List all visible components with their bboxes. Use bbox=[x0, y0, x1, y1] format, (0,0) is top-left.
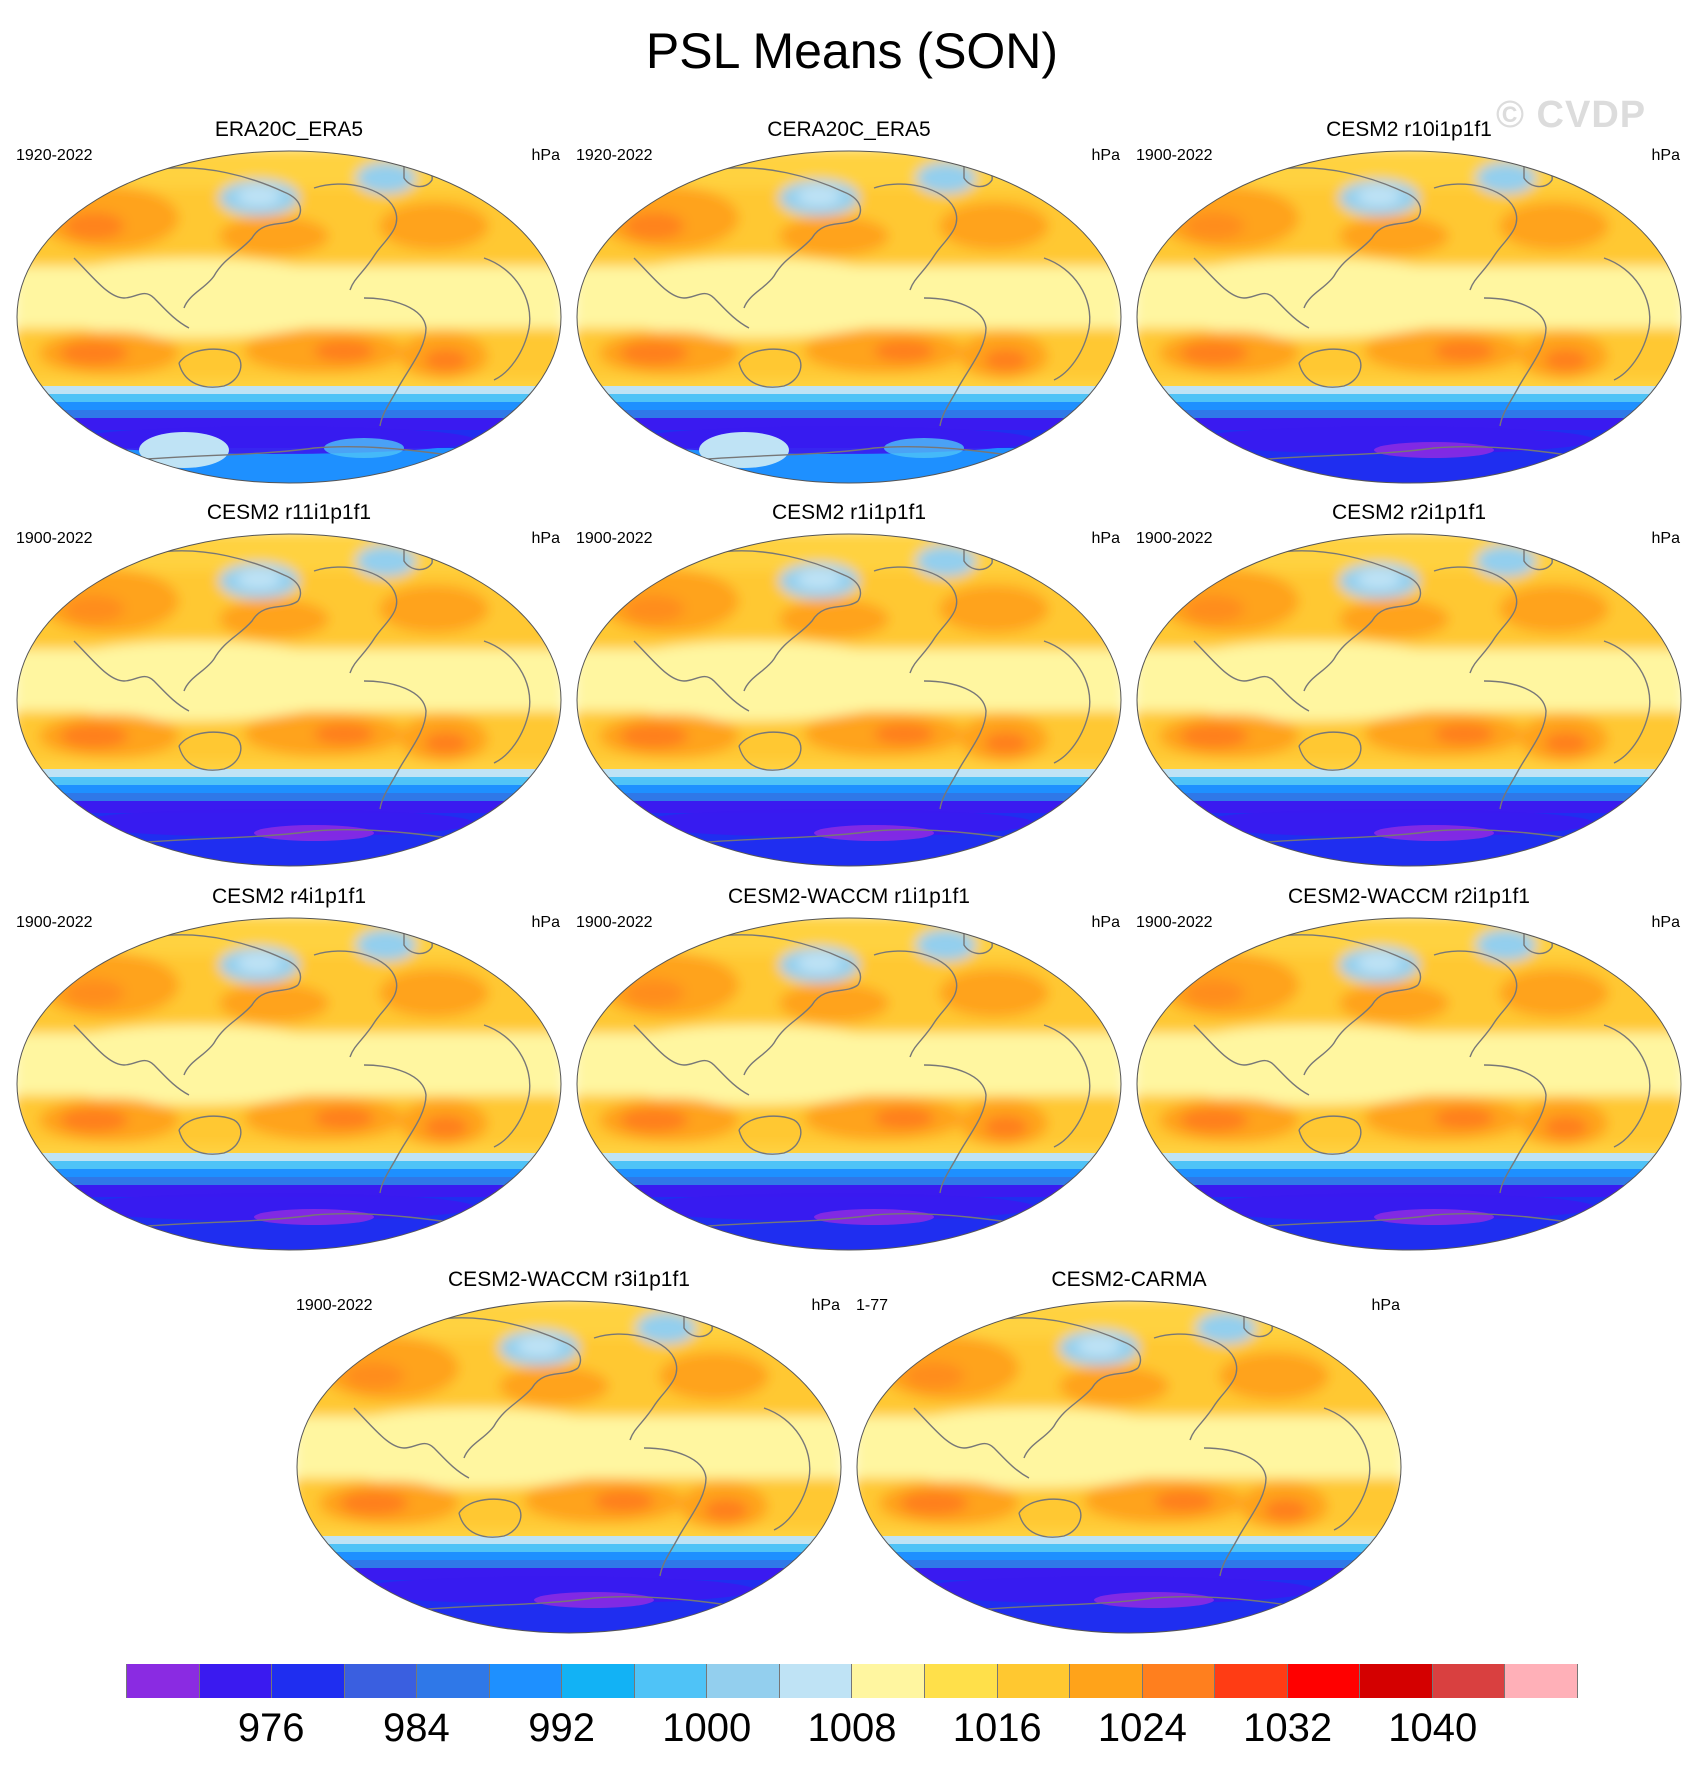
panel-title: CESM2 r2i1p1f1 bbox=[1331, 501, 1487, 524]
colorbar-tick-label: 1008 bbox=[807, 1706, 897, 1750]
psl-map bbox=[1136, 150, 1682, 484]
colorbar-swatch bbox=[779, 1664, 853, 1698]
panel-units: hPa bbox=[531, 914, 560, 931]
panel-period: 1900-2022 bbox=[1136, 530, 1213, 547]
panel-title: CESM2-WACCM r3i1p1f1 bbox=[448, 1268, 690, 1291]
panel-units: hPa bbox=[1651, 914, 1680, 931]
panel-units: hPa bbox=[1091, 147, 1120, 164]
panel-period: 1-77 bbox=[856, 1297, 889, 1314]
psl-map bbox=[1136, 917, 1682, 1251]
map-panel: CERA20C_ERA5 1920-2022 hPa bbox=[574, 118, 1124, 490]
psl-map bbox=[1136, 533, 1682, 867]
colorbar-swatch bbox=[1287, 1664, 1361, 1698]
colorbar-swatch bbox=[925, 1664, 998, 1698]
colorbar-swatch bbox=[126, 1664, 200, 1698]
psl-map bbox=[296, 1300, 842, 1634]
panel-units: hPa bbox=[1371, 1297, 1400, 1314]
panel-units: hPa bbox=[1651, 530, 1680, 547]
colorbar-swatch bbox=[417, 1664, 490, 1698]
panel-units: hPa bbox=[1091, 530, 1120, 547]
colorbar-tick-label: 992 bbox=[528, 1706, 595, 1750]
panel-units: hPa bbox=[1091, 914, 1120, 931]
colorbar-swatch bbox=[634, 1664, 708, 1698]
colorbar-swatch bbox=[1070, 1664, 1143, 1698]
panel-title: CESM2 r10i1p1f1 bbox=[1326, 118, 1492, 141]
map-panel: CESM2 r11i1p1f1 1900-2022 hPa bbox=[14, 501, 564, 873]
colorbar-swatch bbox=[1505, 1664, 1578, 1698]
colorbar-swatch bbox=[997, 1664, 1071, 1698]
colorbar-tick-label: 1032 bbox=[1243, 1706, 1333, 1750]
psl-map bbox=[16, 917, 562, 1251]
panel-units: hPa bbox=[531, 530, 560, 547]
colorbar-swatch bbox=[199, 1664, 273, 1698]
map-panel: ERA20C_ERA5 1920-2022 hPa bbox=[14, 118, 564, 490]
panel-units: hPa bbox=[811, 1297, 840, 1314]
colorbar-swatch bbox=[707, 1664, 780, 1698]
colorbar-swatch bbox=[489, 1664, 563, 1698]
map-panel: CESM2 r4i1p1f1 1900-2022 hPa bbox=[14, 885, 564, 1257]
map-panel: CESM2 r10i1p1f1 1900-2022 hPa bbox=[1134, 118, 1684, 490]
colorbar-tick-label: 976 bbox=[237, 1706, 305, 1750]
colorbar-swatch bbox=[344, 1664, 418, 1698]
colorbar-labels: 976 984 992 1000 1008 1016 1024 1032 1040 bbox=[126, 1706, 1578, 1756]
colorbar-tick-label: 984 bbox=[383, 1706, 450, 1750]
map-panel: CESM2-WACCM r3i1p1f1 1900-2022 hPa bbox=[294, 1268, 844, 1640]
colorbar-tick-label: 1040 bbox=[1388, 1706, 1478, 1750]
map-panel: CESM2-WACCM r1i1p1f1 1900-2022 hPa bbox=[574, 885, 1124, 1257]
colorbar-tick-label: 1000 bbox=[662, 1706, 752, 1750]
colorbar-swatch bbox=[1360, 1664, 1433, 1698]
panel-period: 1900-2022 bbox=[296, 1297, 373, 1314]
psl-map bbox=[16, 533, 562, 867]
panel-period: 1900-2022 bbox=[576, 530, 653, 547]
panel-period: 1920-2022 bbox=[16, 147, 93, 164]
panel-units: hPa bbox=[1651, 147, 1680, 164]
map-panel: CESM2-WACCM r2i1p1f1 1900-2022 hPa bbox=[1134, 885, 1684, 1257]
panel-title: CERA20C_ERA5 bbox=[767, 118, 931, 141]
colorbar-swatch bbox=[852, 1664, 926, 1698]
psl-map bbox=[576, 917, 1122, 1251]
panel-title: CESM2-WACCM r2i1p1f1 bbox=[1288, 885, 1530, 908]
panel-title: CESM2 r4i1p1f1 bbox=[211, 885, 367, 908]
panel-period: 1900-2022 bbox=[16, 914, 93, 931]
panel-period: 1920-2022 bbox=[576, 147, 653, 164]
panel-title: CESM2 r1i1p1f1 bbox=[771, 501, 927, 524]
cvdp-watermark: © CVDP bbox=[1496, 94, 1647, 136]
panel-period: 1900-2022 bbox=[1136, 147, 1213, 164]
colorbar-swatch bbox=[1142, 1664, 1216, 1698]
colorbar bbox=[126, 1664, 1578, 1698]
map-panel: CESM2 r2i1p1f1 1900-2022 hPa bbox=[1134, 501, 1684, 873]
panel-units: hPa bbox=[531, 147, 560, 164]
colorbar-tick-label: 1016 bbox=[952, 1706, 1042, 1750]
colorbar-swatch bbox=[562, 1664, 635, 1698]
psl-map bbox=[576, 533, 1122, 867]
colorbar-swatch bbox=[1432, 1664, 1506, 1698]
figure-title: PSL Means (SON) bbox=[645, 23, 1059, 79]
colorbar-swatch bbox=[272, 1664, 345, 1698]
colorbar-swatch bbox=[1215, 1664, 1288, 1698]
psl-map bbox=[856, 1300, 1402, 1634]
panel-period: 1900-2022 bbox=[1136, 914, 1213, 931]
panel-title: CESM2-CARMA bbox=[1051, 1268, 1207, 1291]
colorbar-tick-label: 1024 bbox=[1097, 1706, 1187, 1750]
psl-map bbox=[16, 150, 562, 484]
map-panel: CESM2-CARMA 1-77 hPa bbox=[854, 1268, 1404, 1640]
panel-period: 1900-2022 bbox=[576, 914, 653, 931]
panel-period: 1900-2022 bbox=[16, 530, 93, 547]
panel-title: ERA20C_ERA5 bbox=[214, 118, 364, 141]
map-panel: CESM2 r1i1p1f1 1900-2022 hPa bbox=[574, 501, 1124, 873]
panel-title: CESM2 r11i1p1f1 bbox=[206, 501, 372, 524]
panel-title: CESM2-WACCM r1i1p1f1 bbox=[728, 885, 970, 908]
psl-map bbox=[576, 150, 1122, 484]
